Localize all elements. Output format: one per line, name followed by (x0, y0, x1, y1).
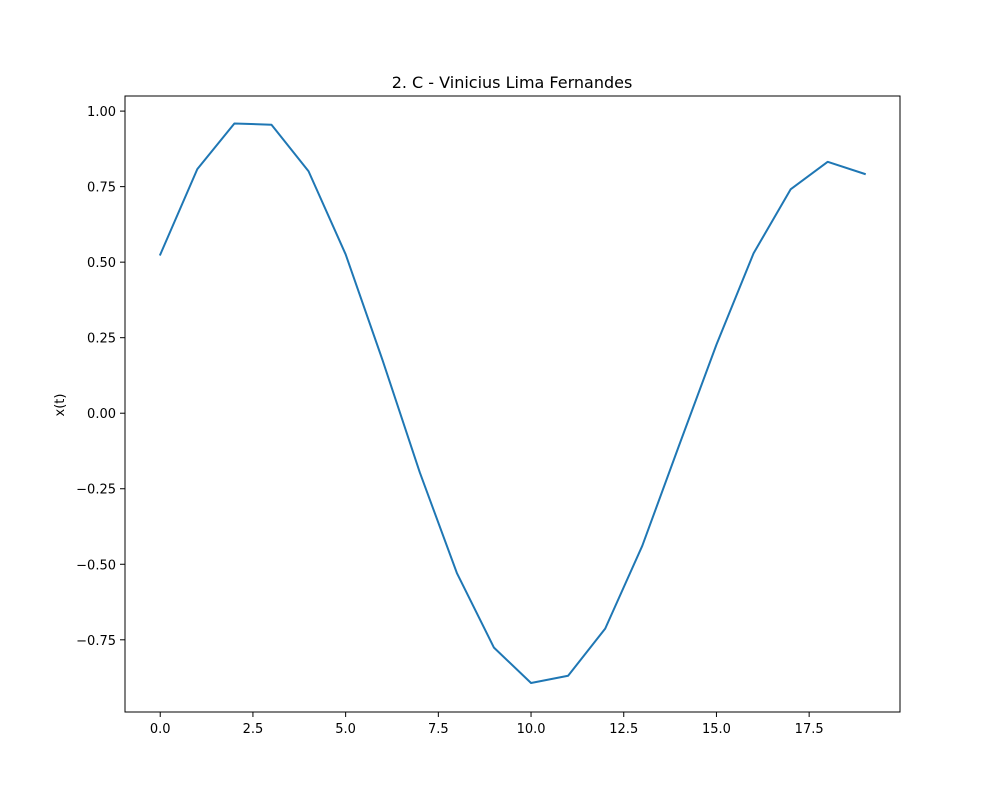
y-tick-label: 1.00 (87, 105, 116, 120)
x-tick-label: 5.0 (335, 722, 356, 737)
y-axis-title: x(t) (53, 394, 68, 417)
y-axis-ticks: 1.00 0.75 0.50 0.25 0.00 −0.25 −0.50 −0.75 (76, 105, 125, 649)
x-tick-label: 17.5 (795, 722, 824, 737)
series-layer (158, 122, 867, 684)
x-tick-label: 10.0 (517, 722, 546, 737)
y-tick-label: 0.00 (87, 407, 116, 422)
x-tick-label: 12.5 (609, 722, 638, 737)
x-tick-label: 2.5 (243, 722, 264, 737)
plot-area-frame (124, 95, 901, 713)
x-tick-label: 7.5 (428, 722, 449, 737)
y-tick-label: 0.25 (87, 332, 116, 347)
y-tick-label: −0.50 (76, 558, 116, 573)
y-tick-label: 0.50 (87, 256, 116, 271)
x-tick-label: 0.0 (150, 722, 171, 737)
y-tick-label: 0.75 (87, 181, 116, 196)
chart-title: 2. C - Vinicius Lima Fernandes (392, 73, 633, 92)
y-tick-label: −0.25 (76, 483, 116, 498)
x-axis-ticks: 0.0 2.5 5.0 7.5 10.0 12.5 15.0 17.5 (150, 712, 824, 737)
series-line (158, 122, 867, 684)
y-tick-label: −0.75 (76, 634, 116, 649)
x-tick-label: 15.0 (702, 722, 731, 737)
